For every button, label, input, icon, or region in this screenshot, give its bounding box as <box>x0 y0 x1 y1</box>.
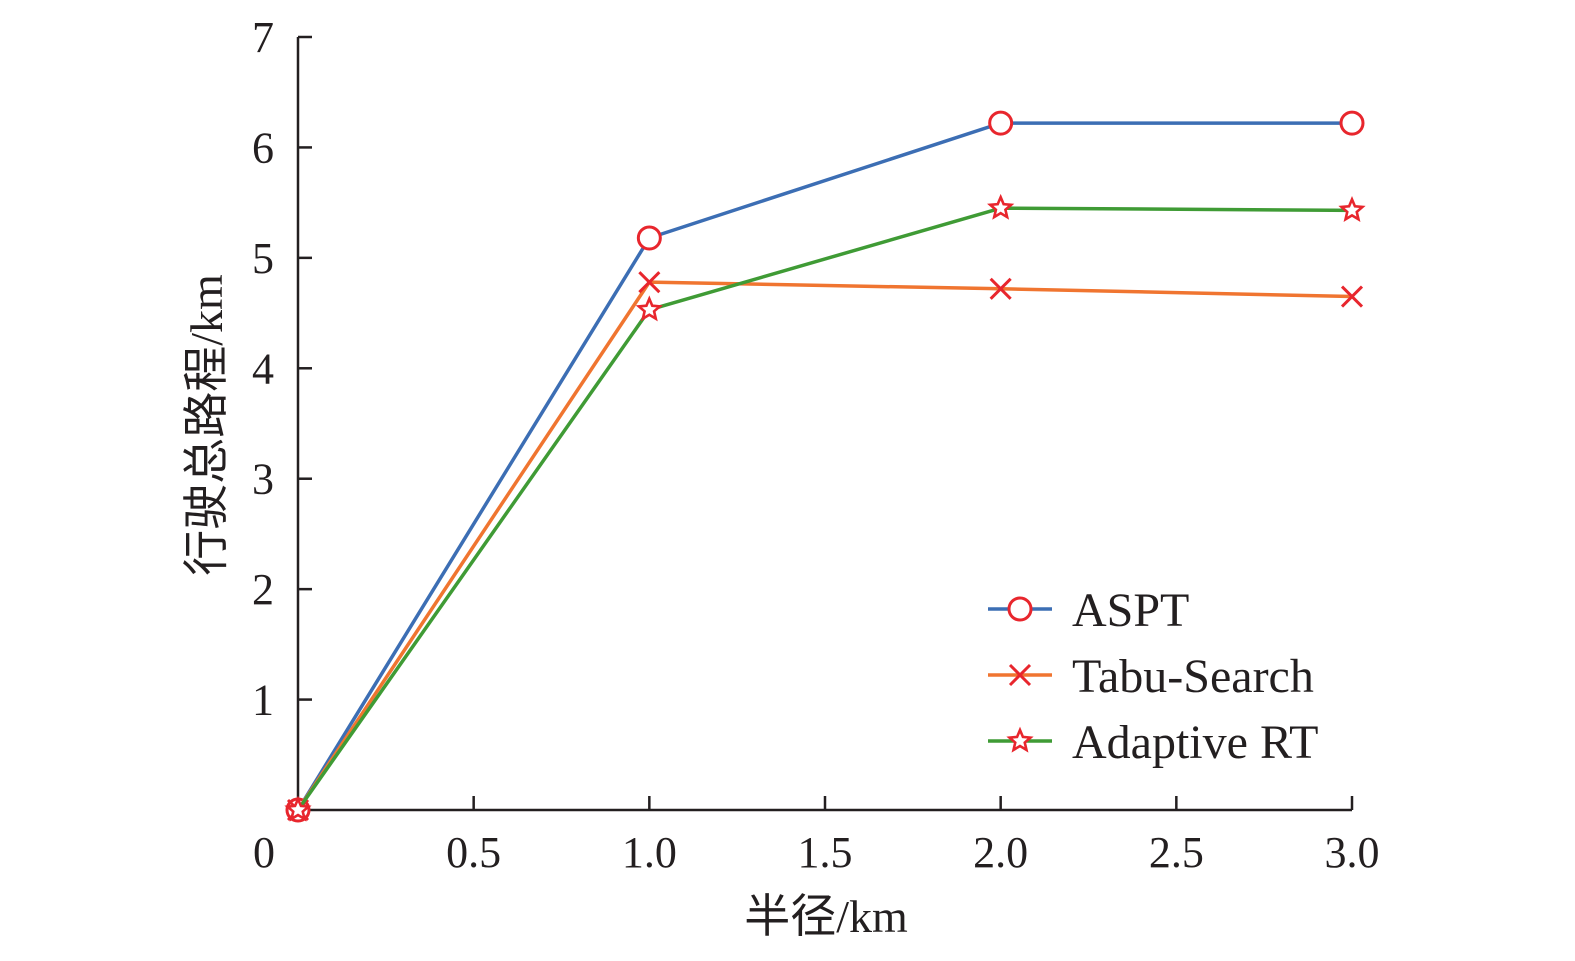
legend-entry: ASPT <box>988 584 1189 637</box>
data-point <box>1339 110 1365 136</box>
y-tick-label: 3 <box>252 455 274 504</box>
x-tick-label: 2.0 <box>973 828 1028 877</box>
axes: 1 2 3 4 5 6 7 0 0.5 1.0 1.5 2.0 2.5 3.0 <box>252 13 1380 877</box>
y-tick-label: 2 <box>252 565 274 614</box>
y-axis-title: 行驶总路程/km <box>181 274 232 576</box>
data-point <box>988 110 1014 136</box>
series-line <box>296 206 1353 812</box>
y-tick-label: 7 <box>252 13 274 62</box>
legend-entry: Adaptive RT <box>988 716 1318 769</box>
x-tick-label: 3.0 <box>1325 828 1380 877</box>
data-point <box>638 271 661 294</box>
legend-entry: Tabu-Search <box>988 650 1314 703</box>
x-tick-label: 1.5 <box>798 828 853 877</box>
data-point <box>987 193 1015 220</box>
legend: ASPT Tabu-Search Adaptive RT <box>988 584 1318 769</box>
data-point <box>635 295 663 322</box>
x-tick-label: 0 <box>253 828 275 877</box>
series-adaptive-rt <box>284 193 1366 822</box>
series-line <box>296 280 1353 811</box>
legend-label: ASPT <box>1072 584 1189 637</box>
series-line <box>296 121 1352 811</box>
data-point <box>1340 285 1364 308</box>
data-point <box>636 225 662 251</box>
data-point <box>284 795 312 822</box>
legend-label: Adaptive RT <box>1072 716 1318 769</box>
y-tick-label: 5 <box>252 234 274 283</box>
y-tick-label: 1 <box>252 676 274 725</box>
data-point <box>989 277 1012 300</box>
series-aspt <box>285 110 1365 823</box>
legend-marker <box>1006 726 1034 753</box>
x-axis-title: 半径/km <box>744 891 908 942</box>
data-point <box>1338 196 1366 222</box>
y-tick-label: 6 <box>252 123 274 172</box>
y-tick-label: 4 <box>252 344 274 393</box>
x-tick-label: 0.5 <box>446 828 501 877</box>
legend-label: Tabu-Search <box>1072 650 1314 703</box>
series-layer <box>284 110 1366 823</box>
x-tick-label: 1.0 <box>622 828 677 877</box>
x-tick-label: 2.5 <box>1149 828 1204 877</box>
legend-marker <box>1008 663 1032 687</box>
legend-marker <box>1007 596 1033 622</box>
